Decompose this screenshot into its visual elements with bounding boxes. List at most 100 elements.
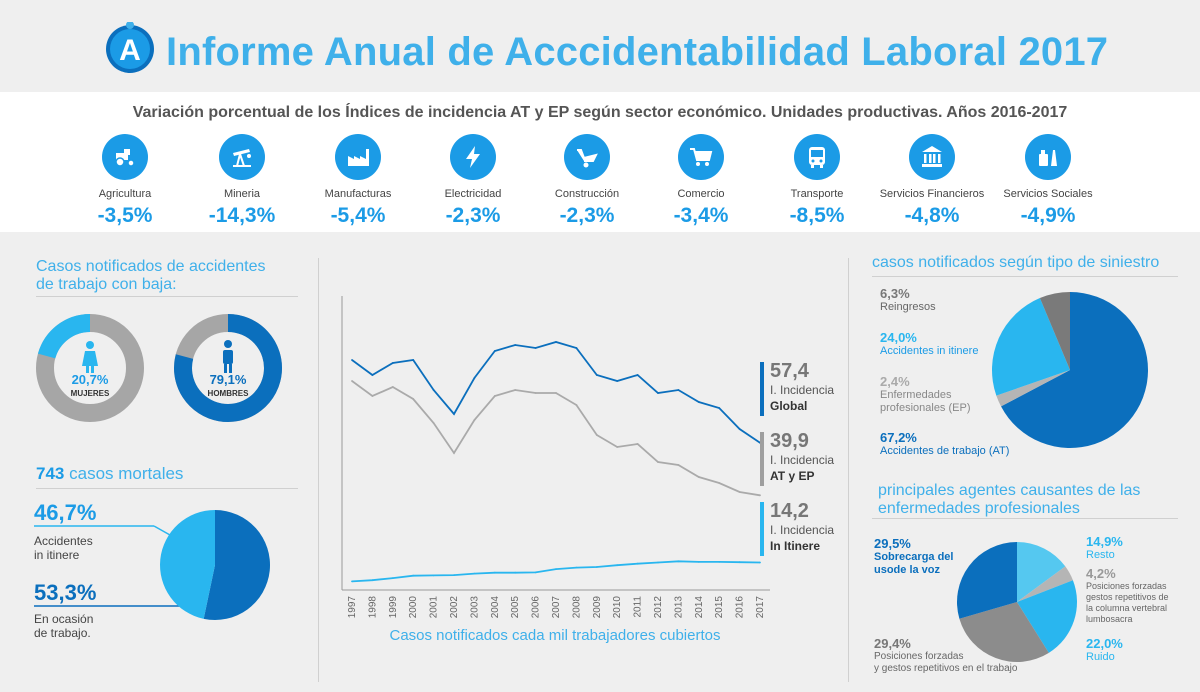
fatal-pie (160, 510, 271, 620)
sector-value: -14,3% (208, 204, 276, 227)
pie-slice (160, 510, 215, 619)
atep-l1: I. Incidencia (770, 453, 835, 467)
itinere-marker-bar (760, 502, 764, 556)
atep-marker-bar (760, 432, 764, 486)
data-point (391, 386, 394, 388)
x-tick-labels: 1997 1998 1999 2000 2001 2002 2003 2004 2005 2006… (347, 596, 766, 619)
women-donut: 20,7% MUJERES (36, 314, 144, 422)
sector-subtitle: Variación porcentual de los Índices de i… (132, 104, 1068, 121)
siniestro-legend-ep: 2,4% Enfermedades profesionales (EP) (880, 374, 971, 414)
data-point (473, 572, 476, 575)
oil-pump-icon (219, 134, 265, 180)
siniestro-legend-at: 67,2% Accidentes de trabajo (AT) (880, 430, 1010, 457)
data-point (677, 464, 680, 466)
global-l1: I. Incidencia (770, 383, 835, 397)
pie-slice (1017, 542, 1066, 602)
series-line-2 (351, 560, 761, 583)
siniestro-pie-chart (991, 292, 1149, 448)
x-tick-label: 2012 (653, 596, 664, 619)
sector-value: -3,5% (97, 204, 153, 227)
data-point (718, 482, 721, 484)
sector-item: Servicios Financieros -4,8% (872, 134, 992, 228)
global-l2: Global (770, 399, 808, 413)
data-point (432, 574, 435, 577)
data-point (514, 571, 517, 574)
data-point (351, 359, 353, 361)
data-point (371, 395, 374, 397)
sector-item: Construcción -2,3% (527, 134, 647, 228)
x-tick-label: 2002 (449, 596, 460, 619)
x-tick-label: 1998 (367, 596, 378, 619)
series-lines (351, 341, 761, 583)
women-donut-arc (37, 314, 91, 359)
x-tick-label: 2009 (592, 596, 603, 619)
pie-slice (991, 298, 1070, 396)
app-logo-icon: A (106, 22, 154, 73)
sector-item: Manufacturas -5,4% (298, 134, 418, 228)
sector-value: -4,8% (904, 204, 960, 227)
shopping-cart-icon (678, 134, 724, 180)
data-point (412, 398, 415, 400)
data-point (473, 377, 476, 379)
woman-icon (82, 341, 98, 373)
sector-value: -3,4% (673, 204, 729, 227)
x-tick-label: 2006 (531, 596, 542, 619)
data-point (595, 434, 598, 436)
atep-value-label: 39,9 I. Incidencia AT y EP (770, 430, 834, 484)
siniestro-legend-itinere: 24,0% Accidentes in itinere (880, 330, 979, 357)
data-point (555, 568, 557, 570)
sector-name: Electricidad (444, 188, 502, 200)
atep-value: 39,9 (770, 430, 809, 452)
data-point (371, 579, 374, 582)
x-tick-label: 2016 (735, 596, 746, 619)
data-point (534, 347, 537, 349)
sector-value: -5,4% (330, 204, 386, 227)
x-tick-label: 2003 (469, 596, 480, 619)
logo-letter: A (119, 34, 141, 67)
siniestro-rule (872, 276, 1178, 277)
sector-item: Servicios Sociales -4,9% (988, 134, 1108, 228)
agentes-pie (956, 542, 1077, 663)
data-point (412, 359, 415, 361)
donut-arc (37, 314, 91, 359)
fatal-title-text: casos mortales (69, 464, 184, 483)
itinere-value-label: 14,2 I. Incidencia In Itinere (770, 500, 834, 554)
men-label: HOMBRES (208, 389, 250, 398)
data-point (453, 452, 455, 454)
data-point (534, 571, 537, 574)
fatal-work-pct: 53,3% (34, 580, 97, 605)
x-tick-label: 2000 (408, 596, 419, 619)
x-tick-label: 2010 (612, 596, 623, 619)
x-tick-label: 2004 (490, 596, 501, 619)
data-point (432, 389, 435, 391)
data-point (677, 389, 680, 391)
x-tick-label: 2011 (633, 596, 644, 618)
agentes-legend-lumbo: 4,2% Posiciones forzadas gestos repetiti… (1086, 566, 1169, 624)
x-tick-label: 2005 (510, 596, 521, 619)
sector-value: -2,3% (559, 204, 615, 227)
agentes-legend-posiciones: 29,4% Posiciones forzadas y gestos repet… (874, 636, 1018, 674)
sector-item: Electricidad -2,3% (413, 134, 533, 228)
data-point (514, 389, 517, 391)
data-point (616, 564, 619, 567)
fatal-itinere-pct: 46,7% (34, 500, 97, 525)
data-point (493, 395, 496, 397)
siniestro-title: casos notificados según tipo de siniestr… (872, 254, 1160, 271)
x-tick-label: 2001 (429, 596, 440, 619)
sector-item: Transporte -8,5% (757, 134, 877, 228)
sector-value: -8,5% (789, 204, 845, 227)
fatal-pie-chart (34, 510, 271, 620)
data-point (677, 560, 680, 563)
x-axis-label: Casos notificados cada mil trabajadores … (389, 627, 720, 644)
data-point (493, 571, 496, 574)
sector-name: Servicios Sociales (1003, 188, 1093, 200)
itinere-l2: In Itinere (770, 539, 821, 553)
data-point (738, 428, 741, 430)
data-point (555, 392, 557, 394)
bus-icon (794, 134, 840, 180)
data-point (636, 374, 639, 376)
sector-item: Comercio -3,4% (641, 134, 761, 228)
data-point (657, 561, 659, 564)
x-tick-label: 2014 (694, 596, 705, 619)
data-point (391, 577, 394, 579)
